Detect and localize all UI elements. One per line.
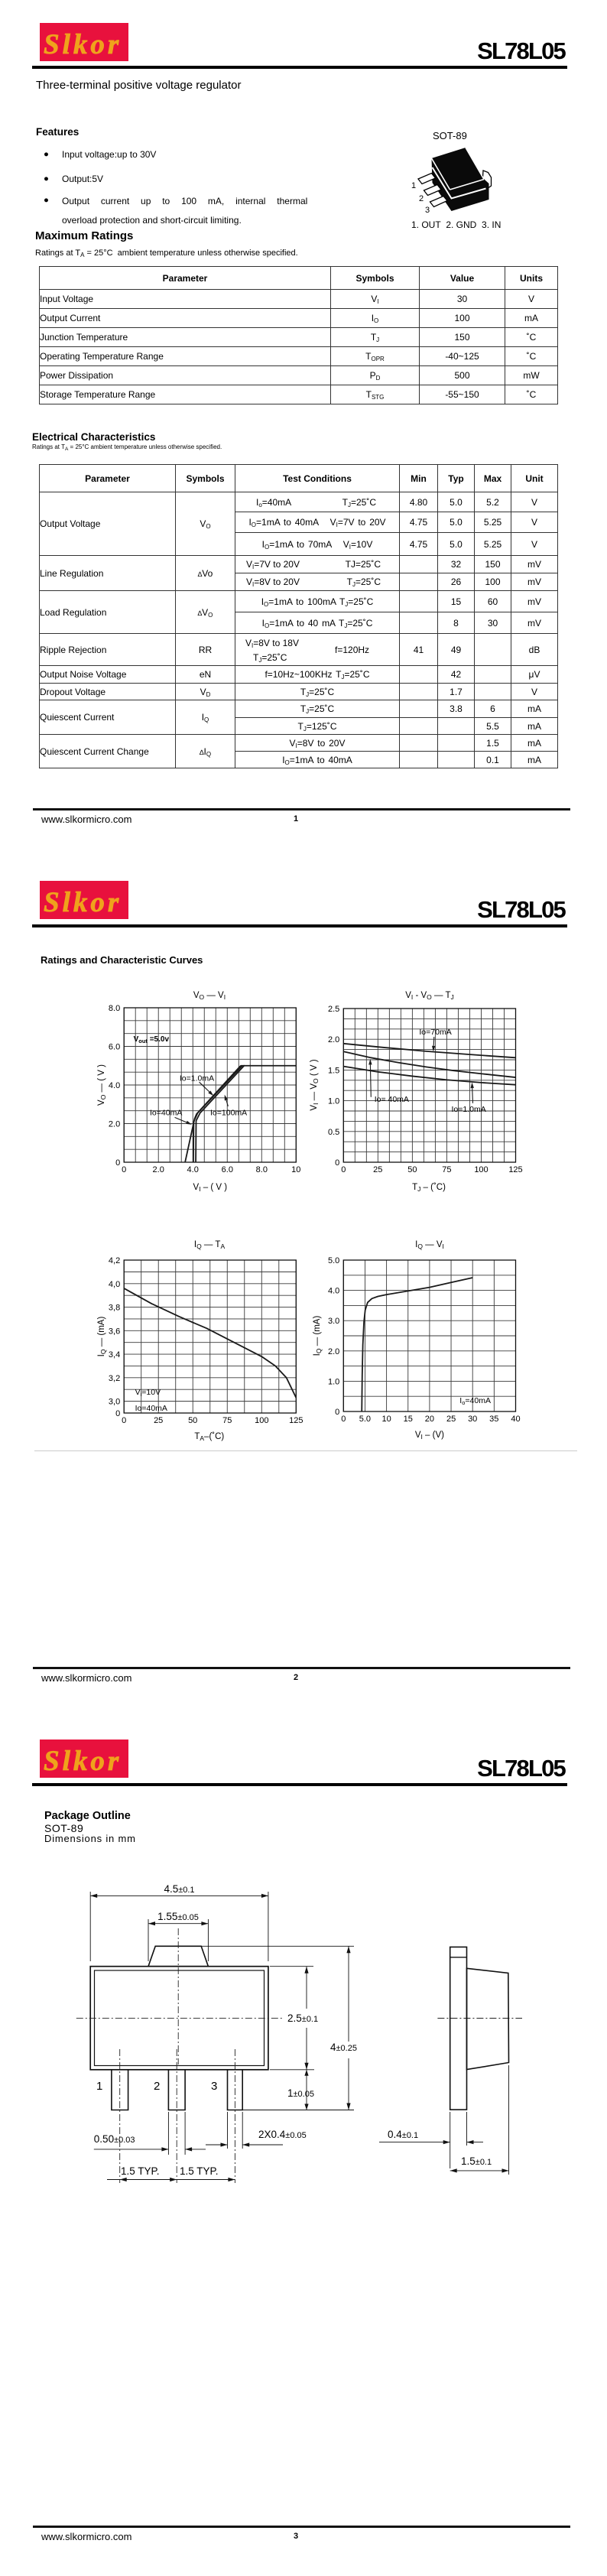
svg-text:VO — VI: VO — VI: [193, 991, 226, 1001]
svg-text:2: 2: [419, 194, 424, 203]
svg-text:8.0: 8.0: [256, 1165, 268, 1174]
svg-text:125: 125: [289, 1416, 303, 1425]
svg-text:1.0: 1.0: [328, 1097, 339, 1106]
svg-text:IQ — (mA): IQ — (mA): [313, 1316, 323, 1356]
svg-text:1.5±0.1: 1.5±0.1: [461, 2155, 492, 2167]
svg-text:75: 75: [442, 1165, 451, 1174]
svg-text:Vout =5.0v: Vout =5.0v: [134, 1035, 170, 1044]
svg-text:75: 75: [222, 1416, 232, 1425]
svg-text:6.0: 6.0: [222, 1165, 233, 1174]
svg-text:0: 0: [341, 1415, 346, 1424]
svg-text:1.5: 1.5: [328, 1066, 339, 1075]
svg-text:2.0: 2.0: [328, 1347, 339, 1356]
svg-text:IQ — VI: IQ — VI: [415, 1240, 444, 1250]
svg-text:1.5 TYP.: 1.5 TYP.: [180, 2165, 219, 2177]
svg-text:50: 50: [188, 1416, 197, 1425]
svg-text:TJ – (˚C): TJ – (˚C): [412, 1183, 446, 1193]
svg-text:IQ — TA: IQ — TA: [194, 1240, 226, 1250]
svg-text:TA–(˚C): TA–(˚C): [194, 1432, 224, 1442]
svg-text:2.0: 2.0: [328, 1035, 339, 1044]
svg-text:4.0: 4.0: [187, 1165, 199, 1174]
svg-text:25: 25: [446, 1415, 456, 1424]
svg-text:30: 30: [468, 1415, 477, 1424]
svg-text:Io=1.0mA: Io=1.0mA: [452, 1105, 486, 1114]
svg-text:3,0: 3,0: [109, 1398, 120, 1407]
svg-text:VI — VO ( V ): VI — VO ( V ): [310, 1059, 320, 1110]
svg-text:1±0.05: 1±0.05: [287, 2087, 314, 2099]
svg-text:2.5±0.1: 2.5±0.1: [287, 2012, 318, 2024]
svg-text:25: 25: [373, 1165, 382, 1174]
svg-text:Io=40mA: Io=40mA: [459, 1396, 491, 1406]
svg-text:4.5±0.1: 4.5±0.1: [164, 1883, 194, 1895]
svg-text:Io=70mA: Io=70mA: [419, 1028, 451, 1037]
svg-text:5.0: 5.0: [328, 1256, 339, 1265]
svg-text:1.55±0.05: 1.55±0.05: [157, 1911, 199, 1922]
svg-text:20: 20: [425, 1415, 434, 1424]
svg-text:5.0: 5.0: [359, 1415, 371, 1424]
svg-text:0: 0: [122, 1416, 126, 1425]
svg-text:2.5: 2.5: [328, 1005, 339, 1014]
svg-text:4,0: 4,0: [109, 1280, 120, 1289]
svg-text:1: 1: [411, 181, 416, 190]
svg-text:VO — ( V ): VO — ( V ): [97, 1064, 107, 1106]
svg-text:125: 125: [508, 1165, 522, 1174]
svg-text:3: 3: [211, 2080, 217, 2093]
svg-text:4,2: 4,2: [109, 1256, 120, 1265]
svg-text:0.50±0.03: 0.50±0.03: [94, 2133, 135, 2145]
svg-text:VI – (V): VI – (V): [415, 1431, 444, 1441]
svg-text:1.0: 1.0: [328, 1377, 339, 1386]
svg-text:0: 0: [115, 1409, 120, 1418]
svg-text:10: 10: [291, 1165, 300, 1174]
svg-text:0: 0: [122, 1165, 126, 1174]
svg-text:VI - VO — TJ: VI - VO — TJ: [405, 991, 454, 1001]
svg-text:0: 0: [115, 1158, 120, 1168]
svg-text:4.0: 4.0: [328, 1287, 339, 1296]
svg-text:40: 40: [511, 1415, 520, 1424]
svg-text:35: 35: [489, 1415, 498, 1424]
svg-text:0.4±0.1: 0.4±0.1: [388, 2129, 418, 2140]
svg-text:3,8: 3,8: [109, 1304, 120, 1313]
svg-text:15: 15: [404, 1415, 413, 1424]
svg-text:100: 100: [474, 1165, 488, 1174]
svg-text:50: 50: [407, 1165, 417, 1174]
svg-text:0.5: 0.5: [328, 1128, 339, 1137]
svg-text:3: 3: [425, 206, 430, 215]
svg-text:3,4: 3,4: [109, 1350, 120, 1359]
svg-text:25: 25: [154, 1416, 163, 1425]
svg-text:0: 0: [341, 1165, 346, 1174]
svg-text:2: 2: [154, 2080, 160, 2093]
svg-text:0: 0: [335, 1408, 339, 1417]
svg-text:6.0: 6.0: [109, 1043, 120, 1052]
svg-text:1: 1: [96, 2080, 102, 2093]
svg-text:VI – ( V ): VI – ( V ): [193, 1183, 228, 1193]
svg-text:Vi=10V: Vi=10V: [135, 1388, 161, 1398]
svg-text:10: 10: [381, 1415, 391, 1424]
svg-text:4.0: 4.0: [109, 1081, 120, 1090]
svg-text:Io=40mA: Io=40mA: [150, 1108, 182, 1117]
svg-text:3,2: 3,2: [109, 1374, 120, 1383]
svg-text:4±0.25: 4±0.25: [330, 2042, 357, 2053]
svg-text:Io=40mA: Io=40mA: [135, 1404, 167, 1413]
svg-text:Io=100mA: Io=100mA: [210, 1108, 247, 1117]
svg-text:1.5 TYP.: 1.5 TYP.: [121, 2165, 160, 2177]
svg-text:2.0: 2.0: [109, 1120, 120, 1129]
svg-text:Io=1.0mA: Io=1.0mA: [180, 1074, 214, 1083]
svg-text:IQ — (mA): IQ — (mA): [97, 1317, 107, 1357]
svg-text:0: 0: [335, 1158, 339, 1168]
svg-text:8.0: 8.0: [109, 1004, 120, 1013]
svg-text:2X0.4±0.05: 2X0.4±0.05: [258, 2129, 307, 2140]
svg-text:Io= 40mA: Io= 40mA: [375, 1095, 409, 1104]
svg-text:3,6: 3,6: [109, 1327, 120, 1336]
svg-text:100: 100: [255, 1416, 268, 1425]
svg-text:2.0: 2.0: [153, 1165, 164, 1174]
svg-text:3.0: 3.0: [328, 1317, 339, 1326]
